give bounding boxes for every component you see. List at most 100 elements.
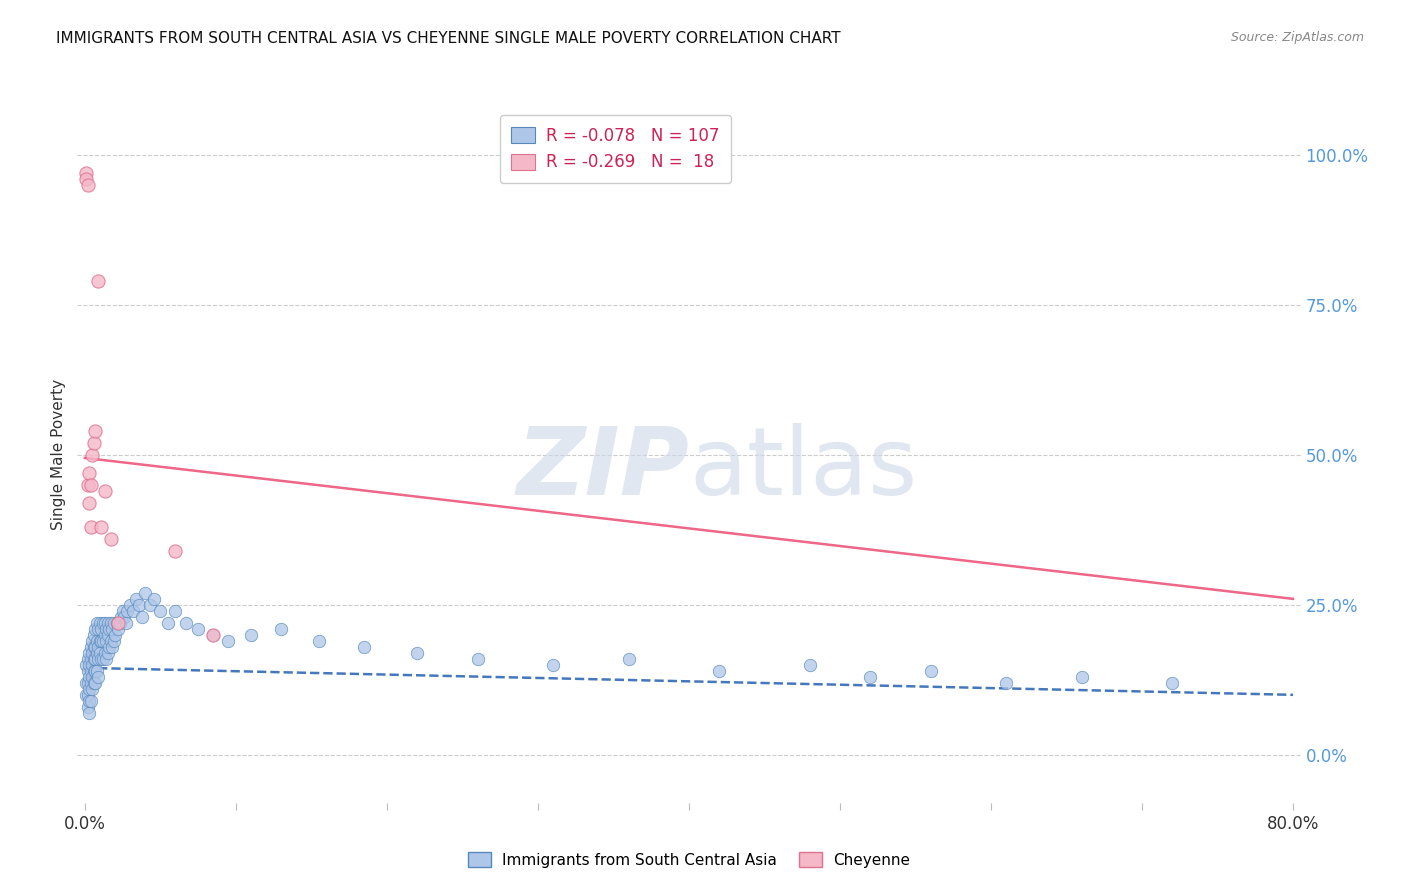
Point: [75, 676, 97, 690]
Text: IMMIGRANTS FROM SOUTH CENTRAL ASIA VS CHEYENNE SINGLE MALE POVERTY CORRELATION C: IMMIGRANTS FROM SOUTH CENTRAL ASIA VS CH…: [56, 31, 841, 46]
Point: [125, 591, 148, 606]
Point: [89, 633, 111, 648]
Point: [87, 670, 110, 684]
Point: [89, 646, 111, 660]
Point: [107, 615, 129, 630]
Point: [91, 633, 114, 648]
Point: [80, 640, 103, 654]
Point: [87, 622, 110, 636]
Point: [87, 640, 110, 654]
Point: [96, 615, 118, 630]
Point: [1070, 670, 1092, 684]
Point: [165, 544, 187, 558]
Point: [82, 646, 104, 660]
Point: [93, 615, 115, 630]
Point: [96, 628, 118, 642]
Point: [920, 664, 942, 678]
Text: atlas: atlas: [689, 423, 917, 515]
Point: [134, 586, 156, 600]
Point: [799, 657, 821, 672]
Point: [83, 628, 105, 642]
Point: [84, 652, 107, 666]
Point: [75, 688, 97, 702]
Point: [90, 622, 112, 636]
Point: [1161, 676, 1184, 690]
Point: [270, 622, 292, 636]
Point: [104, 628, 127, 642]
Point: [103, 633, 125, 648]
Point: [80, 676, 103, 690]
Point: [707, 664, 730, 678]
Point: [82, 670, 104, 684]
Point: [83, 676, 105, 690]
Point: [120, 598, 142, 612]
Point: [83, 664, 105, 678]
Point: [98, 640, 121, 654]
Point: [108, 615, 131, 630]
Point: [77, 699, 100, 714]
Point: [94, 633, 117, 648]
Point: [101, 640, 124, 654]
Point: [353, 640, 375, 654]
Point: [467, 652, 489, 666]
Point: [87, 652, 110, 666]
Point: [100, 633, 122, 648]
Point: [406, 646, 429, 660]
Point: [107, 622, 129, 636]
Point: [79, 496, 101, 510]
Point: [202, 628, 225, 642]
Point: [101, 622, 124, 636]
Point: [83, 436, 105, 450]
Point: [79, 681, 101, 696]
Point: [93, 628, 115, 642]
Point: [541, 657, 564, 672]
Point: [79, 657, 101, 672]
Point: [202, 628, 225, 642]
Point: [165, 604, 187, 618]
Text: Source: ZipAtlas.com: Source: ZipAtlas.com: [1230, 31, 1364, 45]
Point: [90, 652, 112, 666]
Point: [90, 633, 112, 648]
Point: [80, 520, 103, 534]
Point: [91, 615, 114, 630]
Point: [86, 633, 108, 648]
Point: [84, 622, 107, 636]
Point: [128, 598, 150, 612]
Point: [139, 598, 162, 612]
Point: [82, 633, 104, 648]
Point: [79, 694, 101, 708]
Point: [149, 604, 172, 618]
Point: [75, 172, 97, 186]
Point: [143, 591, 166, 606]
Point: [94, 622, 117, 636]
Point: [90, 520, 112, 534]
Point: [115, 604, 138, 618]
Point: [103, 615, 125, 630]
Point: [86, 664, 108, 678]
Point: [93, 483, 115, 498]
Point: [84, 664, 107, 678]
Point: [82, 681, 104, 696]
Point: [80, 478, 103, 492]
Point: [114, 615, 136, 630]
Point: [98, 622, 121, 636]
Point: [80, 694, 103, 708]
Point: [131, 610, 153, 624]
Point: [100, 615, 122, 630]
Point: [77, 478, 100, 492]
Point: [240, 628, 263, 642]
Point: [77, 652, 100, 666]
Point: [80, 664, 103, 678]
Point: [174, 615, 197, 630]
Point: [75, 166, 97, 180]
Point: [82, 657, 104, 672]
Point: [995, 676, 1018, 690]
Point: [87, 274, 110, 288]
Point: [86, 646, 108, 660]
Point: [308, 633, 330, 648]
Point: [105, 615, 128, 630]
Point: [77, 664, 100, 678]
Point: [83, 640, 105, 654]
Point: [110, 610, 132, 624]
Point: [83, 652, 105, 666]
